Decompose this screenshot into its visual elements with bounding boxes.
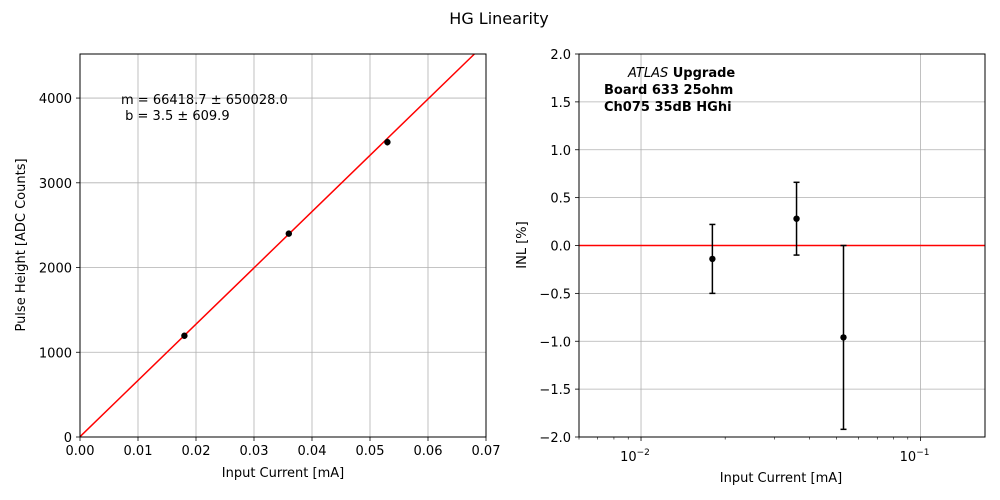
right-y-ticks: −2.0 −1.5 −1.0 −0.5 0.0 0.5 1.0 1.5 2.0: [539, 48, 579, 446]
right-x-tick-exponent: −2: [637, 448, 650, 458]
left-fit-annotation-slope: m = 66418.7 ± 650028.0: [121, 93, 288, 108]
right-y-tick-label: 0.0: [550, 240, 571, 255]
right-y-tick-label: −1.5: [539, 383, 571, 398]
left-x-axis-label: Input Current [mA]: [222, 466, 344, 481]
left-x-tick-label: 0.04: [298, 444, 327, 459]
right-x-tick-label: 10−1: [900, 448, 930, 465]
right-atlas-annotation: ATLAS Upgrade: [599, 66, 756, 81]
right-y-tick-label: −2.0: [539, 431, 571, 446]
left-data-point: [384, 138, 391, 146]
right-y-tick-label: 1.5: [550, 96, 571, 111]
atlas-label: ATLAS: [627, 66, 668, 81]
right-x-tick-base: 10: [900, 450, 917, 465]
left-x-tick-label: 0.05: [356, 444, 385, 459]
right-y-tick-label: 2.0: [550, 48, 571, 63]
left-y-tick-label: 2000: [39, 262, 72, 277]
right-x-tick-label: 10−2: [620, 448, 650, 465]
upgrade-label: Upgrade: [668, 66, 735, 81]
left-x-tick-label: 0.02: [182, 444, 211, 459]
right-x-ticks: 10−2 10−1: [578, 437, 930, 465]
left-plot-frame: [79, 53, 487, 438]
left-x-tick-label: 0.01: [124, 444, 153, 459]
right-y-axis-label: INL [%]: [515, 221, 530, 268]
right-data-point: [793, 215, 800, 222]
left-x-tick-label: 0.03: [240, 444, 269, 459]
right-y-tick-label: 1.0: [550, 144, 571, 159]
right-y-tick-label: −0.5: [539, 287, 571, 302]
left-fit-annotation-intercept: b = 3.5 ± 609.9: [121, 109, 230, 124]
left-fit-line: [79, 53, 475, 438]
right-x-tick-base: 10: [620, 450, 637, 465]
left-y-tick-label: 3000: [39, 177, 72, 192]
right-y-tick-label: −1.0: [539, 335, 571, 350]
left-x-tick-label: 0.07: [472, 444, 501, 459]
figure-title: HG Linearity: [449, 9, 548, 28]
left-x-tick-label: 0.00: [66, 444, 95, 459]
left-data-point: [181, 332, 188, 339]
right-channel-annotation: Ch075 35dB HGhi: [604, 100, 732, 115]
left-y-axis-label: Pulse Height [ADC Counts]: [14, 158, 29, 331]
right-x-tick-exponent: −1: [916, 448, 929, 458]
right-chart: 10−2 10−1 −2.0−1.5−1.0−0.50.00.51.01.52.0…: [515, 48, 986, 486]
left-y-ticks: 0 1000 2000 3000 4000: [39, 92, 80, 446]
right-x-axis-label: Input Current [mA]: [720, 471, 842, 486]
right-points: [709, 181, 847, 431]
left-fit-line-group: [79, 53, 475, 438]
right-data-point: [709, 255, 716, 263]
left-x-ticks: 0.00 0.01 0.02 0.03 0.04 0.05 0.06 0.07: [66, 437, 501, 459]
left-points: [181, 138, 391, 339]
left-chart: 0.00 0.01 0.02 0.03 0.04 0.05 0.06 0.07 0 1000 20…: [14, 53, 501, 481]
right-data-point: [840, 334, 847, 341]
right-y-tick-label: 0.5: [550, 192, 571, 207]
left-x-tick-label: 0.06: [414, 444, 443, 459]
left-y-tick-label: 0: [64, 431, 72, 446]
left-grid: [79, 54, 487, 438]
left-y-tick-label: 1000: [39, 346, 72, 361]
left-data-point: [285, 230, 292, 237]
right-board-annotation: Board 633 25ohm: [604, 83, 733, 98]
left-y-tick-label: 4000: [39, 92, 72, 107]
